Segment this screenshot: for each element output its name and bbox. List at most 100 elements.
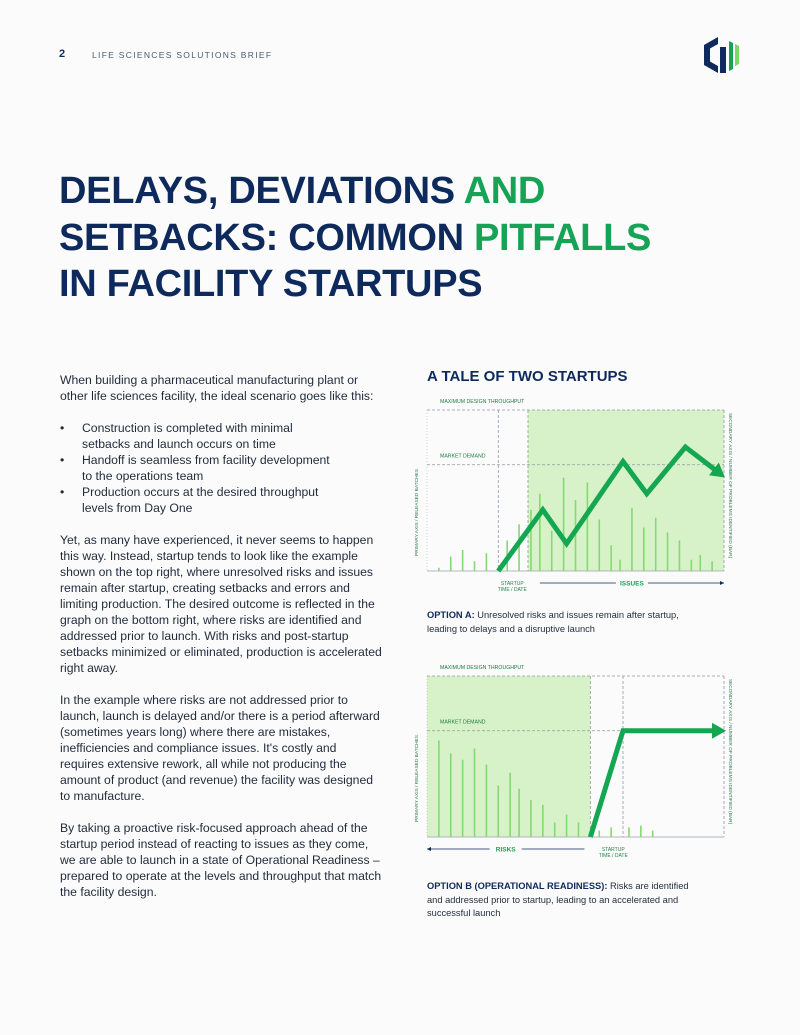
headline-segment: PITFALLS xyxy=(474,216,652,259)
bar xyxy=(438,567,440,571)
logo xyxy=(704,37,739,73)
bar xyxy=(628,827,630,837)
startup-label: TIME / DATE xyxy=(498,587,528,593)
bar xyxy=(610,545,612,571)
reference-label: MARKET DEMAND xyxy=(440,454,486,460)
headline-line: IN FACILITY STARTUPS xyxy=(59,261,651,308)
bar xyxy=(678,540,681,571)
caption-lead: OPTION B (OPERATIONAL READINESS): xyxy=(427,881,608,891)
bar xyxy=(666,532,669,571)
paragraph: By taking a proactive risk-focused appro… xyxy=(60,821,382,899)
arrowhead xyxy=(712,722,727,739)
bar xyxy=(518,788,520,837)
bar xyxy=(711,561,713,571)
logo-bar xyxy=(729,41,733,71)
y2-axis-label: SECONDARY AXIS / NUMBER OF PROBLEMS IDEN… xyxy=(727,679,733,825)
bar xyxy=(449,556,452,571)
logo-a xyxy=(720,47,726,73)
paragraphs: Yet, as many have experienced, it never … xyxy=(60,532,382,900)
headline-segment: AND xyxy=(463,170,546,212)
caption: OPTION B (OPERATIONAL READINESS): Risks … xyxy=(427,880,692,921)
bar xyxy=(610,827,612,837)
bar xyxy=(586,482,589,571)
startup-label: STARTUP xyxy=(602,847,626,853)
bar xyxy=(461,550,464,571)
bar xyxy=(619,559,621,571)
y-axis-label: PRIMARY AXIS / RELEASED BATCHES xyxy=(414,735,420,822)
bar xyxy=(449,753,452,837)
arrowhead xyxy=(720,581,724,585)
headline-line: SETBACKS: COMMON PITFALLS xyxy=(59,215,651,262)
headline-segment: DELAYS, DEVIATIONS xyxy=(59,170,464,212)
bullet: Production occurs at the desired through… xyxy=(60,484,334,516)
bullet: Construction is completed with minimal s… xyxy=(60,420,334,452)
bullet: Handoff is seamless from facility develo… xyxy=(60,452,334,484)
headline-line: DELAYS, DEVIATIONS AND xyxy=(59,168,651,215)
bar xyxy=(574,500,577,571)
logo-c xyxy=(704,37,718,73)
paragraph: When building a pharmaceutical manufactu… xyxy=(60,373,374,403)
bar xyxy=(485,764,488,837)
headline: DELAYS, DEVIATIONS AND SETBACKS: COMMON P… xyxy=(59,168,651,308)
label-bg xyxy=(489,844,522,854)
reference-label: MARKET DEMAND xyxy=(440,720,486,726)
startup-label: TIME / DATE xyxy=(599,853,629,859)
page-number: 2 xyxy=(59,48,66,60)
bullet-list: Construction is completed with minimal s… xyxy=(60,420,382,516)
headline-segment: SETBACKS: COMMON xyxy=(59,216,474,259)
bar xyxy=(643,527,645,571)
paragraph: In the example where risks are not addre… xyxy=(60,693,380,803)
bar xyxy=(598,830,601,837)
bar xyxy=(509,772,511,837)
side-heading: A TALE OF TWO STARTUPS xyxy=(427,368,628,385)
logo-bar xyxy=(735,44,739,66)
arrowhead xyxy=(427,847,431,851)
line xyxy=(587,728,722,838)
shaded-zone xyxy=(527,410,724,571)
bar xyxy=(654,517,657,571)
label-bg xyxy=(615,578,648,588)
caption: OPTION A: Unresolved risks and issues re… xyxy=(427,609,692,636)
caption-text: Unresolved risks and issues remain after… xyxy=(427,610,679,634)
bar xyxy=(651,830,654,837)
bar xyxy=(497,785,500,837)
y-axis-label: PRIMARY AXIS / RELEASED BATCHES xyxy=(414,469,420,556)
bar xyxy=(631,508,633,571)
y2-axis-label: SECONDARY AXIS / NUMBER OF PROBLEMS IDEN… xyxy=(727,413,733,559)
bar xyxy=(485,553,488,571)
bar xyxy=(530,509,532,571)
bar xyxy=(640,825,642,837)
bar xyxy=(550,530,553,571)
bar xyxy=(473,561,476,571)
bar xyxy=(461,759,464,837)
bar xyxy=(542,804,544,837)
bar xyxy=(598,519,601,571)
shaded-zone xyxy=(427,676,591,837)
phase-label: ISSUES xyxy=(620,581,645,588)
line xyxy=(496,443,723,573)
bar xyxy=(473,748,476,837)
caption-text: Risks are identified and addressed prior… xyxy=(427,881,689,918)
bar xyxy=(518,524,520,571)
bar xyxy=(553,822,556,837)
paragraph: Yet, as many have experienced, it never … xyxy=(60,533,382,675)
bar xyxy=(699,554,702,571)
body-text: When building a pharmaceutical manufactu… xyxy=(60,372,382,916)
bar xyxy=(438,740,440,837)
caption-lead: OPTION A: xyxy=(427,610,475,620)
bar xyxy=(565,814,568,837)
bar xyxy=(562,477,565,571)
reference-label: MAXIMUM DESIGN THROUGHPUT xyxy=(440,399,525,405)
reference-label: MAXIMUM DESIGN THROUGHPUT xyxy=(440,665,525,671)
headline-segment: IN FACILITY STARTUPS xyxy=(59,263,483,305)
bar xyxy=(530,799,532,837)
phase-label: RISKS xyxy=(496,847,517,854)
arrowhead xyxy=(709,462,725,478)
kicker: LIFE SCIENCES SOLUTIONS BRIEF xyxy=(92,50,273,60)
startup-label: STARTUP xyxy=(501,581,525,587)
bar xyxy=(539,493,541,571)
bar xyxy=(690,559,693,571)
bar xyxy=(577,822,580,837)
